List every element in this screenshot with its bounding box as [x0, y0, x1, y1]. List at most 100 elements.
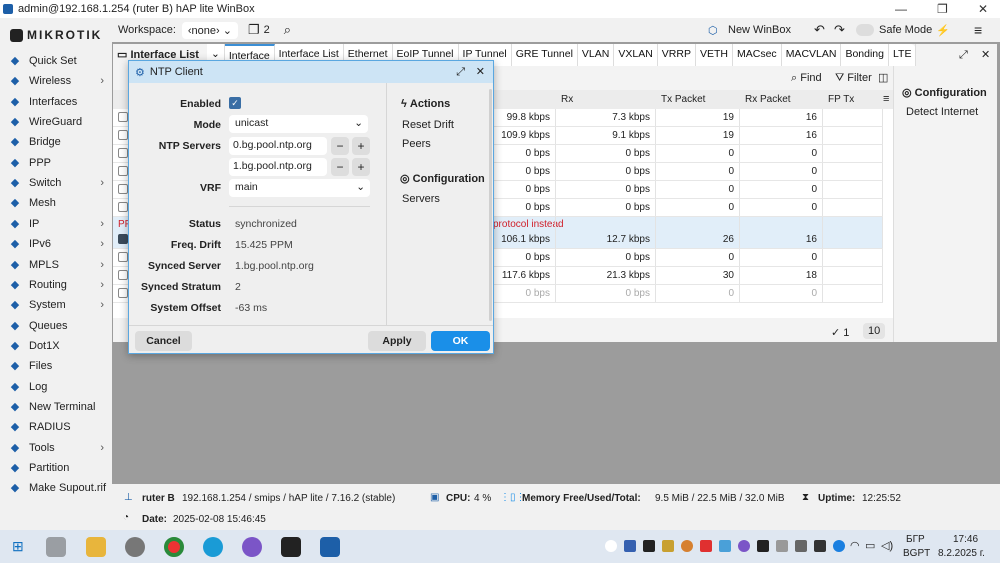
search-icon[interactable]: ⌕	[283, 22, 292, 37]
remove-server-1-button[interactable]: −	[331, 137, 349, 155]
vrf-select[interactable]: main ⌄	[229, 179, 370, 197]
enabled-checkbox[interactable]: ✓	[229, 97, 241, 109]
ok-button[interactable]: OK	[431, 331, 490, 351]
tab-vrrp[interactable]: VRRP	[658, 44, 696, 66]
col-rx-packet[interactable]: Rx Packet	[745, 94, 791, 105]
clock-app-icon[interactable]	[125, 537, 145, 557]
tray-icon[interactable]	[776, 540, 788, 552]
battery-icon[interactable]: ▭	[865, 540, 876, 552]
tab-vlan[interactable]: VLAN	[578, 44, 615, 66]
tray-icon[interactable]	[662, 540, 674, 552]
tab-interface-list[interactable]: Interface List	[275, 44, 344, 66]
tab-vxlan[interactable]: VXLAN	[614, 44, 658, 66]
row-checkbox[interactable]	[118, 184, 128, 194]
sidebar-item-files[interactable]: ◆ Files	[8, 356, 108, 376]
row-checkbox[interactable]	[118, 252, 128, 262]
close-window-button[interactable]: ✕	[978, 2, 989, 16]
file-explorer-icon[interactable]	[86, 537, 106, 557]
bluetooth-icon[interactable]	[833, 540, 845, 552]
sidebar-item-partition[interactable]: ◆ Partition	[8, 458, 108, 478]
clock-time[interactable]: 17:46	[953, 534, 979, 545]
close-icon[interactable]: ✕	[981, 49, 991, 61]
tab-interface[interactable]: Interface	[224, 44, 275, 66]
servers-link[interactable]: Servers	[402, 193, 440, 205]
filter-button[interactable]: ⛛ Filter	[835, 72, 872, 84]
tab-bonding[interactable]: Bonding	[841, 44, 889, 66]
sidebar-item-wireless[interactable]: ◆ Wireless ›	[8, 71, 108, 91]
columns-menu-icon[interactable]: ≡	[883, 93, 890, 105]
security-icon[interactable]	[757, 540, 769, 552]
chrome-icon[interactable]	[164, 537, 184, 557]
new-winbox-button[interactable]: New WinBox	[728, 24, 791, 36]
restore-button[interactable]: ❐	[937, 2, 948, 16]
tray-icon[interactable]	[605, 540, 617, 552]
winbox-taskbar-icon[interactable]	[320, 537, 340, 557]
sidebar-item-ipv6[interactable]: ◆ IPv6 ›	[8, 234, 108, 254]
menu-icon[interactable]: ≡	[974, 22, 983, 38]
close-icon[interactable]: ✕	[475, 66, 485, 78]
dropbox-icon[interactable]	[643, 540, 655, 552]
minimize-button[interactable]: —	[895, 2, 907, 16]
sidebar-item-ip[interactable]: ◆ IP ›	[8, 214, 108, 234]
col-tx-packet[interactable]: Tx Packet	[661, 94, 706, 105]
tray-icon[interactable]	[795, 540, 807, 552]
workspace-select[interactable]: ‹none› ⌄	[181, 21, 238, 39]
ntp-server-input-2[interactable]: 1.bg.pool.ntp.org	[229, 158, 327, 176]
mode-select[interactable]: unicast ⌄	[229, 115, 368, 133]
sidebar-item-mesh[interactable]: ◆ Mesh	[8, 193, 108, 213]
tab-veth[interactable]: VETH	[696, 44, 733, 66]
tab-ip-tunnel[interactable]: IP Tunnel	[459, 44, 512, 66]
language-indicator[interactable]: БГР	[906, 534, 925, 545]
row-checkbox[interactable]	[118, 270, 128, 280]
peers-link[interactable]: Peers	[402, 138, 431, 150]
tray-icon[interactable]	[624, 540, 636, 552]
windows-icon[interactable]: ❐	[247, 22, 260, 37]
add-server-1-button[interactable]: +	[352, 137, 370, 155]
row-checkbox[interactable]	[118, 130, 128, 140]
sidebar-item-new-terminal[interactable]: ◆ New Terminal	[8, 397, 108, 417]
tab-ethernet[interactable]: Ethernet	[344, 44, 393, 66]
add-server-2-button[interactable]: +	[352, 158, 370, 176]
clock-date[interactable]: 8.2.2025 г.	[938, 548, 985, 559]
detect-internet-link[interactable]: Detect Internet	[906, 106, 979, 118]
tab-lte[interactable]: LTE	[889, 44, 917, 66]
sidebar-item-log[interactable]: ◆ Log	[8, 377, 108, 397]
volume-icon[interactable]: ◁)	[881, 540, 894, 552]
cancel-button[interactable]: Cancel	[135, 331, 192, 351]
row-checkbox[interactable]	[118, 234, 128, 244]
row-checkbox[interactable]	[118, 202, 128, 212]
tabs-dropdown[interactable]: ⌄	[207, 44, 225, 66]
maximize-icon[interactable]: ⤢	[456, 66, 465, 78]
sidebar-item-interfaces[interactable]: ◆ Interfaces	[8, 92, 108, 112]
col-rx[interactable]: Rx	[561, 94, 574, 105]
sidebar-item-queues[interactable]: ◆ Queues	[8, 316, 108, 336]
tray-icon[interactable]	[700, 540, 712, 552]
sidebar-item-dot1x[interactable]: ◆ Dot1X	[8, 336, 108, 356]
col-fp-tx[interactable]: FP Tx	[828, 94, 855, 105]
sidebar-item-make-supout-rif[interactable]: ◆ Make Supout.rif	[8, 478, 108, 498]
wifi-icon[interactable]: ◠	[850, 540, 860, 552]
sidebar-item-switch[interactable]: ◆ Switch ›	[8, 173, 108, 193]
row-checkbox[interactable]	[118, 148, 128, 158]
redo-icon[interactable]: ↷	[834, 22, 845, 37]
terminal-icon[interactable]	[281, 537, 301, 557]
row-checkbox[interactable]	[118, 166, 128, 176]
maximize-icon[interactable]: ⤢	[959, 49, 968, 61]
sidebar-item-radius[interactable]: ◆ RADIUS	[8, 417, 108, 437]
viber-tray-icon[interactable]	[738, 540, 750, 552]
tab-macvlan[interactable]: MACVLAN	[782, 44, 842, 66]
sidebar-item-system[interactable]: ◆ System ›	[8, 295, 108, 315]
tab-macsec[interactable]: MACsec	[733, 44, 782, 66]
sidebar-item-wireguard[interactable]: ◆ WireGuard	[8, 112, 108, 132]
reset-drift-link[interactable]: Reset Drift	[402, 119, 454, 131]
sidebar-item-bridge[interactable]: ◆ Bridge	[8, 132, 108, 152]
sidebar-item-ppp[interactable]: ◆ PPP	[8, 153, 108, 173]
panel-toggle-icon[interactable]: ◫	[878, 72, 889, 84]
remove-server-2-button[interactable]: −	[331, 158, 349, 176]
tab-eoip-tunnel[interactable]: EoIP Tunnel	[393, 44, 459, 66]
scrollbar[interactable]	[489, 89, 492, 321]
safe-mode-toggle[interactable]	[856, 24, 874, 36]
task-view-icon[interactable]	[46, 537, 66, 557]
sidebar-item-mpls[interactable]: ◆ MPLS ›	[8, 255, 108, 275]
sidebar-item-quick-set[interactable]: ◆ Quick Set	[8, 51, 108, 71]
